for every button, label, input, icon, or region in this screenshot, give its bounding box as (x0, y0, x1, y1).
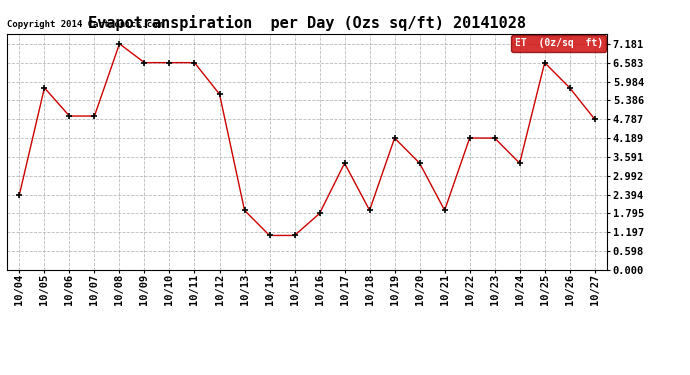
Title: Evapotranspiration  per Day (Ozs sq/ft) 20141028: Evapotranspiration per Day (Ozs sq/ft) 2… (88, 15, 526, 31)
Text: Copyright 2014 Cartronics.com: Copyright 2014 Cartronics.com (7, 20, 163, 29)
Legend: ET  (0z/sq  ft): ET (0z/sq ft) (511, 35, 607, 51)
